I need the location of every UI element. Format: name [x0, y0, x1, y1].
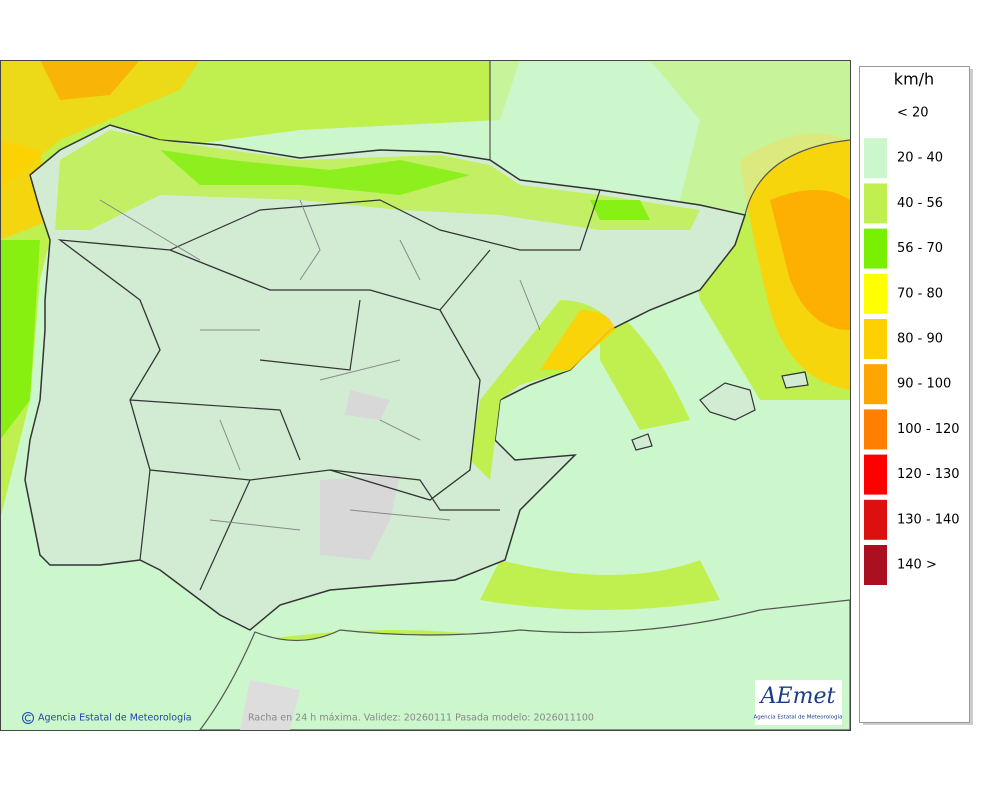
- coast: [489, 60, 850, 216]
- wind-zone: [160, 150, 470, 195]
- mallorca: [699, 382, 756, 421]
- africa: [199, 599, 850, 730]
- legend-label: 80 - 90: [897, 332, 943, 347]
- map-frame: [0, 60, 851, 731]
- copyright-icon: [22, 712, 34, 724]
- legend-label: 130 - 140: [897, 512, 960, 527]
- wind-zone: [540, 310, 615, 370]
- wind-zone: [1, 60, 200, 190]
- legend-swatch: [864, 545, 887, 585]
- logo-name: AEmet: [759, 684, 836, 709]
- ibiza: [631, 433, 653, 451]
- logo-subtitle: Agencia Estatal de Meteorología: [754, 714, 843, 721]
- iberian-peninsula: [24, 124, 746, 631]
- caption: Racha en 24 h máxima. Validez: 20260111 …: [248, 713, 594, 724]
- wind-zone: [600, 300, 690, 430]
- legend-swatch: [864, 138, 887, 179]
- region-border: [57, 239, 481, 501]
- legend-swatch: [864, 454, 887, 495]
- wind-zone: [1, 140, 50, 240]
- legend-label: 20 - 40: [897, 151, 943, 166]
- legend: < 20 20 - 40 40 - 56 56 - 70 70 - 80 80 - 90 9…: [864, 106, 960, 585]
- legend-label: 56 - 70: [897, 241, 943, 256]
- legend-swatch: [864, 364, 887, 405]
- wind-zone: [1, 240, 40, 439]
- legend-label: < 20: [897, 106, 929, 121]
- credit: Agencia Estatal de Meteorología: [38, 713, 192, 724]
- legend-label: 100 - 120: [897, 422, 960, 437]
- logo-box: [755, 680, 842, 725]
- legend-swatch: [864, 499, 887, 540]
- legend-label: 120 - 130: [897, 467, 960, 482]
- legend-label: 140 >: [897, 558, 937, 573]
- legend-swatch: [864, 319, 887, 359]
- legend-title: km/h: [894, 70, 934, 89]
- wind-zone: [480, 560, 720, 610]
- wind-zone: [40, 60, 140, 100]
- region-border: [129, 189, 601, 591]
- france: [490, 60, 850, 215]
- legend-swatch: [864, 228, 887, 269]
- relief: [320, 390, 400, 560]
- legend-label: 90 - 100: [897, 377, 951, 392]
- legend-label: 40 - 56: [897, 196, 943, 211]
- relief: [240, 680, 300, 730]
- wind-zone: [590, 200, 650, 220]
- legend-swatch: [864, 409, 887, 450]
- province-border: [99, 199, 541, 531]
- legend-swatch: [864, 183, 887, 224]
- map: Agencia Estatal de Meteorología Racha en…: [1, 60, 850, 730]
- legend-swatch: [864, 273, 887, 314]
- copyright-icon: [24, 714, 31, 722]
- wind-zone: [770, 190, 850, 330]
- menorca: [781, 371, 809, 389]
- legend-label: 70 - 80: [897, 286, 943, 301]
